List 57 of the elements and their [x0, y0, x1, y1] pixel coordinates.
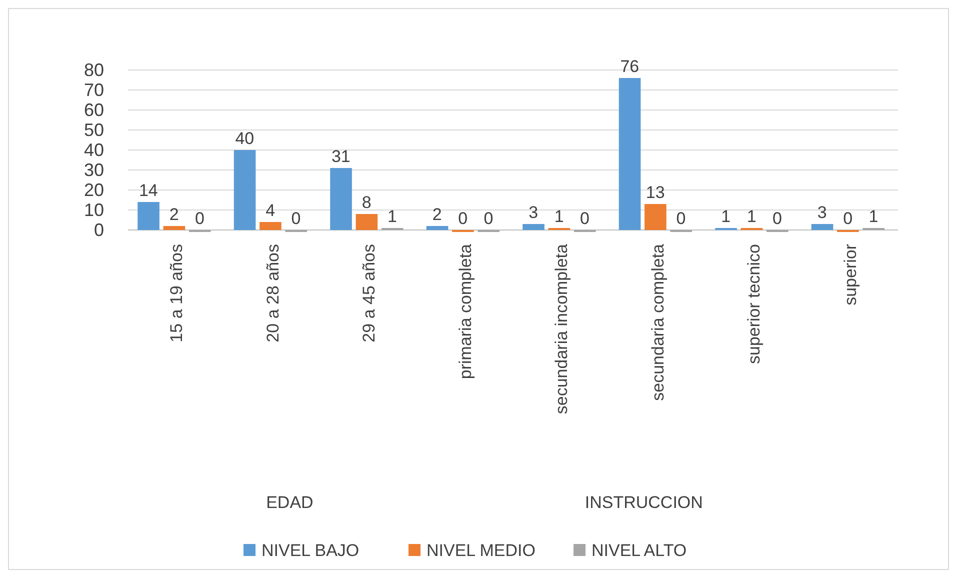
data-label: 4: [266, 201, 276, 220]
x-tick-label: 15 a 19 años: [167, 244, 186, 342]
text: INSTRUCCION: [584, 493, 703, 512]
data-label: 1: [554, 207, 564, 226]
bar: [522, 224, 544, 230]
data-label: 31: [331, 147, 350, 166]
data-label: 40: [235, 129, 254, 148]
x-tick-label: 29 a 45 años: [360, 244, 379, 342]
x-tick-label: secundaria completa: [648, 243, 668, 401]
x-tick-label: superior tecnico: [744, 244, 764, 364]
data-label: 0: [291, 209, 301, 228]
bar: [260, 222, 282, 230]
data-label: 1: [721, 207, 731, 226]
data-label: 0: [772, 209, 782, 228]
data-label: 0: [676, 209, 686, 228]
legend-label: NIVEL ALTO: [592, 541, 687, 560]
data-label: 0: [484, 209, 494, 228]
data-label: 1: [388, 207, 397, 226]
data-label: 0: [195, 209, 204, 228]
x-tick-label: 20 a 28 años: [263, 244, 282, 342]
x-tick-label: secundaria incompleta: [552, 243, 572, 414]
y-tick-label: 40: [84, 140, 104, 160]
data-label: 2: [169, 205, 179, 224]
data-label: 8: [362, 193, 372, 212]
data-label: 3: [528, 203, 538, 222]
data-label: 2: [432, 205, 442, 224]
y-tick-label: 70: [84, 80, 104, 100]
data-label: 76: [620, 57, 640, 76]
bar: [234, 150, 256, 230]
bar: [644, 204, 666, 230]
y-tick-label: 60: [84, 100, 104, 120]
y-tick-label: 50: [84, 120, 104, 140]
bar: [356, 214, 378, 230]
bar: [426, 226, 448, 230]
text: EDAD: [266, 493, 314, 512]
bar: [811, 224, 834, 230]
data-label: 0: [580, 209, 590, 228]
y-tick-label: 0: [94, 220, 104, 240]
y-tick-label: 30: [84, 160, 104, 180]
data-label: 14: [138, 181, 158, 200]
bar: [330, 168, 352, 230]
data-label: 1: [868, 207, 878, 226]
y-tick-label: 80: [84, 60, 104, 80]
data-label: 0: [843, 209, 853, 228]
x-tick-label: superior: [840, 244, 860, 306]
x-tick-label: primaria completa: [456, 243, 475, 380]
bar: [163, 226, 186, 230]
data-label: 0: [458, 209, 468, 228]
legend-label: NIVEL MEDIO: [426, 541, 536, 560]
bar: [138, 202, 160, 230]
data-label: 3: [817, 203, 827, 222]
y-tick-label: 10: [84, 200, 104, 220]
data-label: 13: [646, 183, 665, 202]
y-tick-label: 20: [84, 180, 104, 200]
data-label: 1: [746, 207, 756, 226]
bar: [618, 78, 641, 230]
legend-label: NIVEL BAJO: [262, 541, 360, 560]
